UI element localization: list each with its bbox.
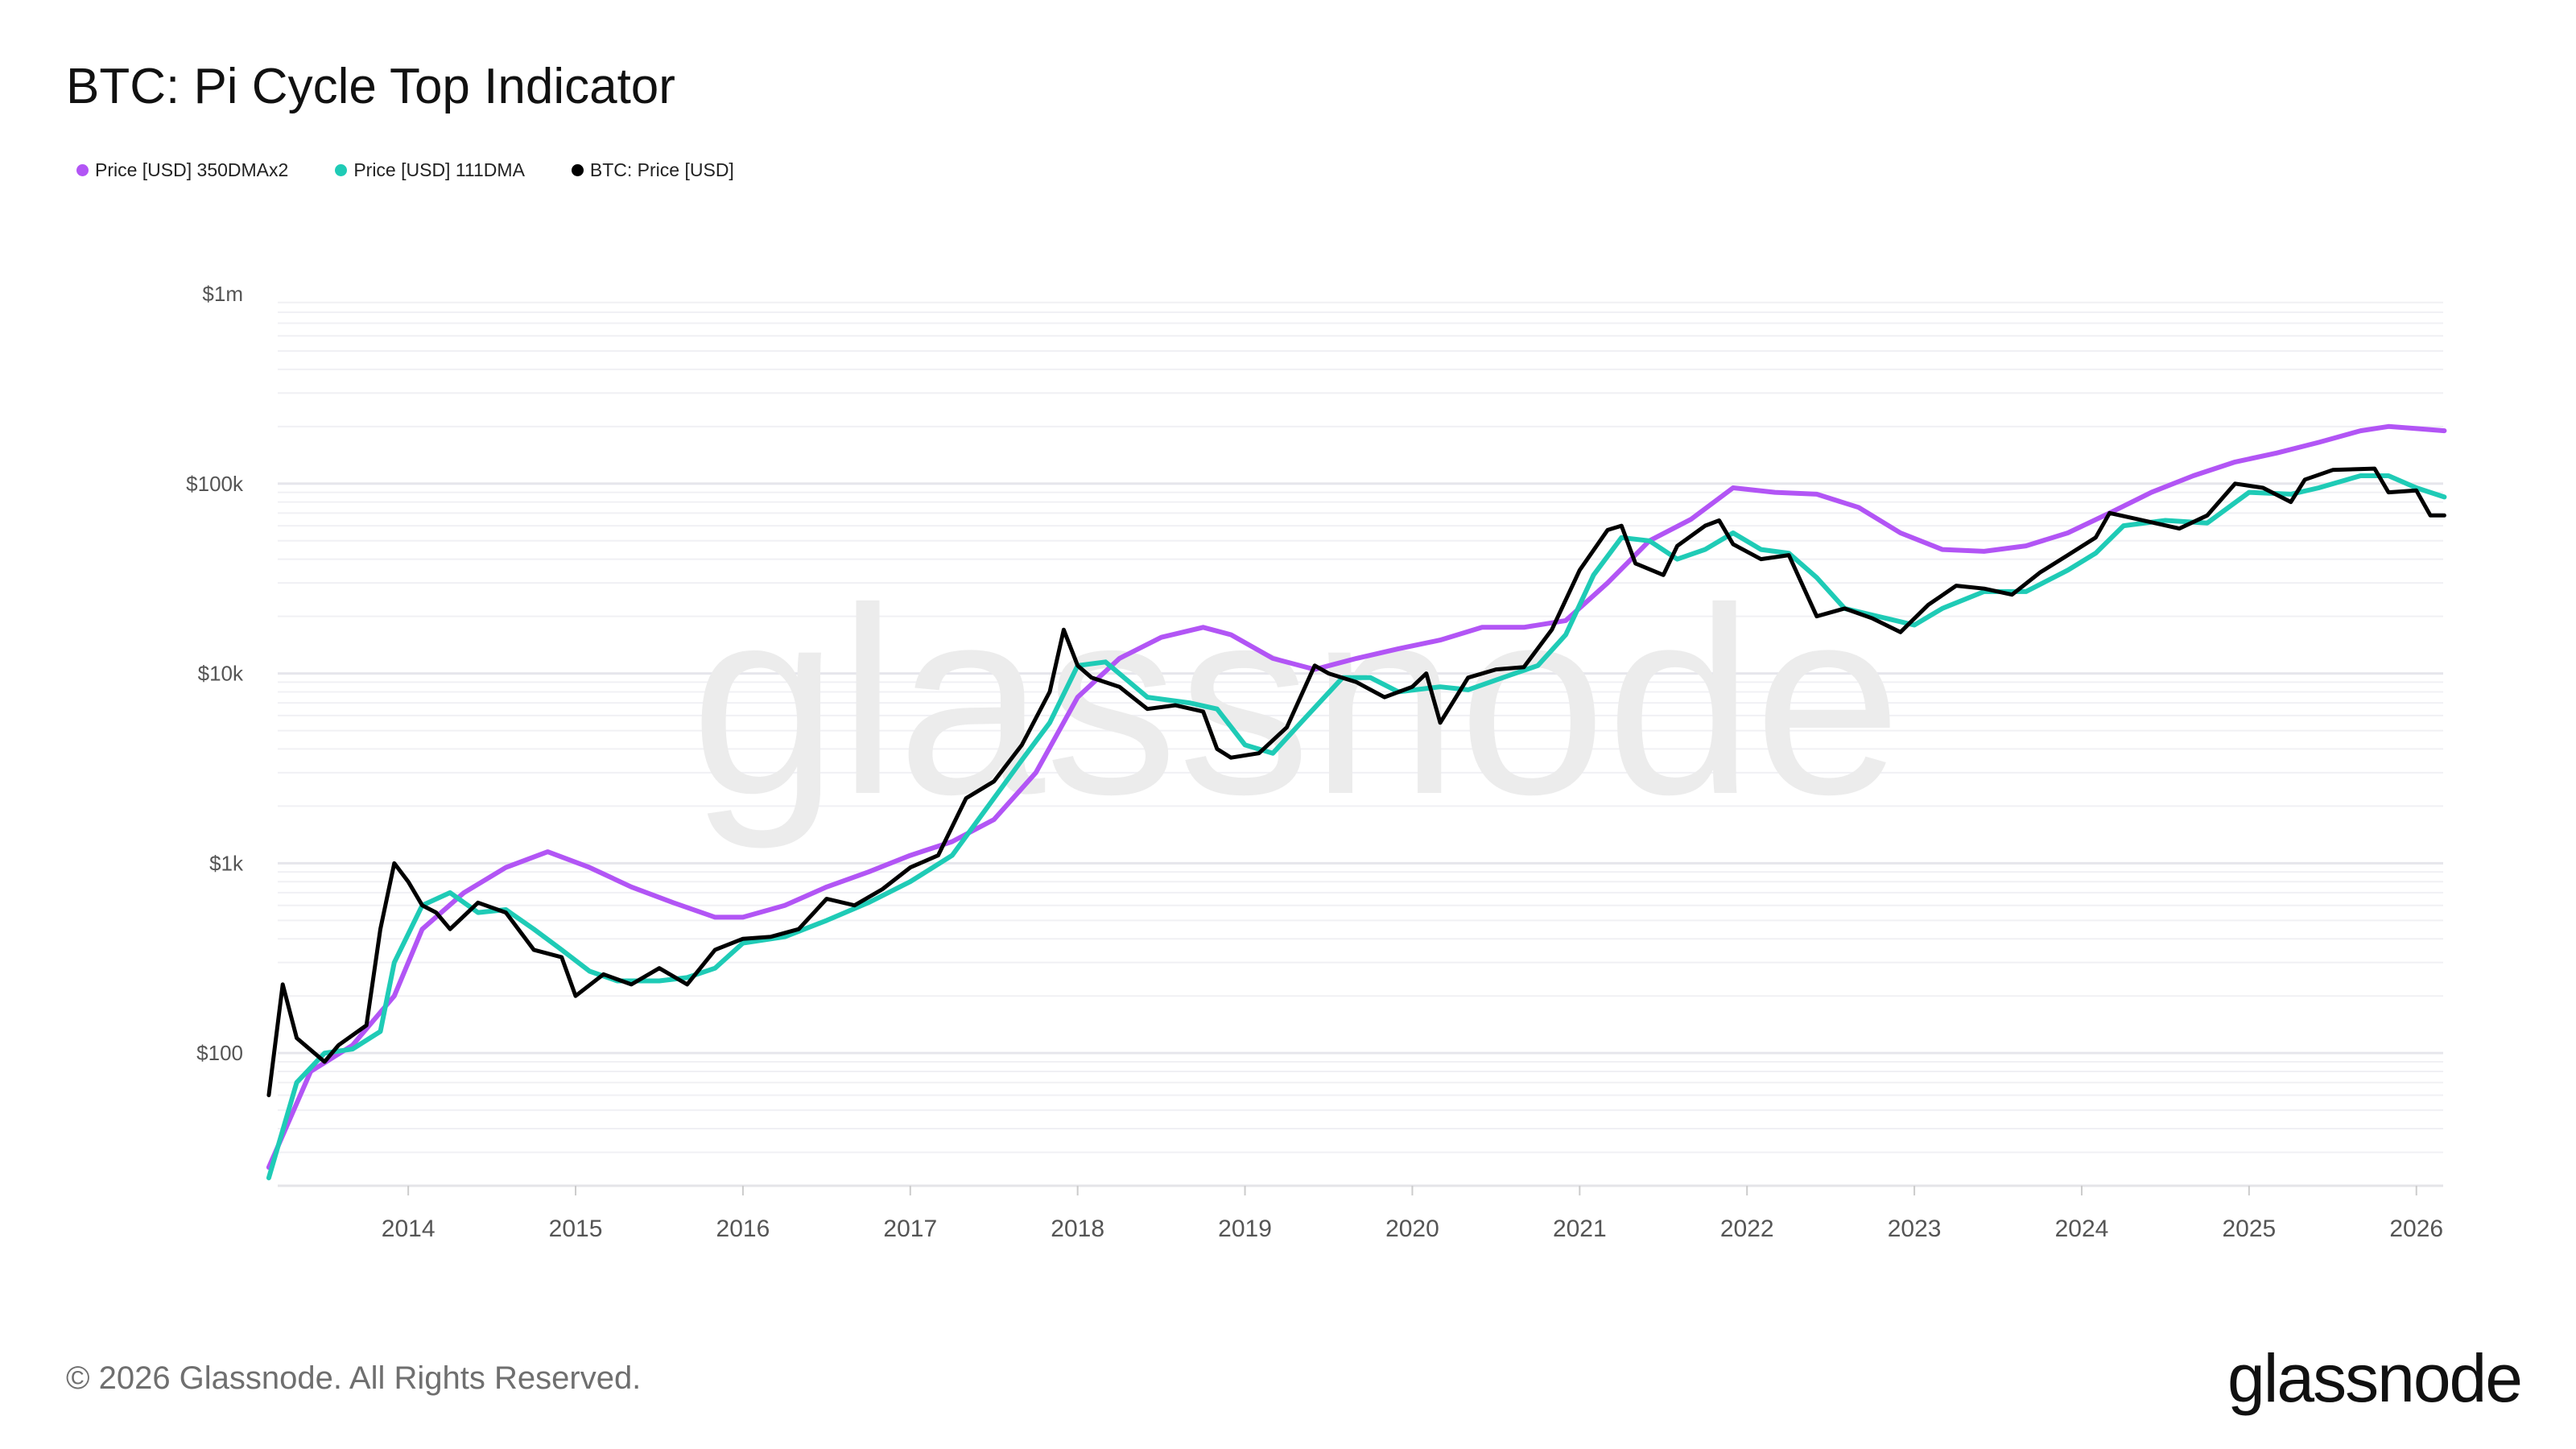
y-tick-label: $100k: [186, 472, 244, 496]
x-tick-label: 2021: [1553, 1216, 1607, 1242]
legend-label: BTC: Price [USD]: [589, 159, 734, 180]
copyright: © 2026 Glassnode. All Rights Reserved.: [66, 1360, 642, 1396]
x-tick-label: 2025: [2222, 1216, 2276, 1242]
series-lines: [266, 423, 2447, 1181]
legend-dot-icon: [76, 164, 89, 176]
legend-dot-icon: [335, 164, 348, 176]
x-tick-label: 2022: [1720, 1216, 1774, 1242]
x-tick-label: 2015: [549, 1216, 603, 1242]
x-tick-label: 2024: [2055, 1216, 2109, 1242]
x-tick-label: 2018: [1051, 1216, 1104, 1242]
legend-dot-icon: [571, 164, 584, 176]
x-tick-label: 2014: [382, 1216, 436, 1242]
y-tick-label: $1k: [209, 851, 244, 875]
legend-item-350dmax2[interactable]: Price [USD] 350DMAx2: [76, 159, 288, 181]
x-axis: 2014 2015 2016 2017 2018 2019 2020 2021 2022 2023…: [382, 1186, 2443, 1242]
x-tick-label: 2026: [2389, 1216, 2443, 1242]
watermark: glassnode: [691, 552, 1902, 851]
x-tick-label: 2016: [716, 1216, 770, 1242]
legend-item-price[interactable]: BTC: Price [USD]: [571, 159, 734, 181]
series-btc-price-line: [266, 466, 2446, 1097]
x-tick-label: 2020: [1385, 1216, 1439, 1242]
x-tick-label: 2019: [1218, 1216, 1272, 1242]
x-tick-label: 2023: [1888, 1216, 1942, 1242]
legend-item-111dma[interactable]: Price [USD] 111DMA: [335, 159, 525, 181]
y-tick-label: $1m: [202, 282, 243, 306]
y-tick-label: $100: [196, 1041, 243, 1065]
y-tick-label: $10k: [198, 662, 244, 686]
legend: Price [USD] 350DMAx2 Price [USD] 111DMA …: [76, 159, 734, 181]
legend-label: Price [USD] 111DMA: [353, 159, 525, 180]
glassnode-logo[interactable]: glassnode: [2227, 1340, 2523, 1416]
y-axis: $100 $1k $10k $100k $1m: [186, 282, 244, 1065]
x-tick-label: 2017: [883, 1216, 937, 1242]
chart-title: BTC: Pi Cycle Top Indicator: [66, 59, 675, 114]
legend-label: Price [USD] 350DMAx2: [95, 159, 289, 180]
